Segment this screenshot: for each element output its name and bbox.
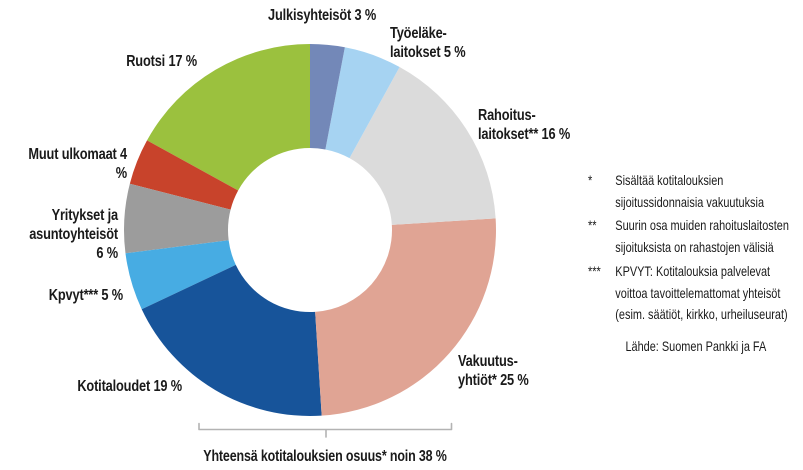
total-household-share-label: Yhteensä kotitalouksien osuus* noin 38 % xyxy=(203,448,447,465)
slice-label-vakuutusyhtiot: Vakuutus- yhtiöt* 25 % xyxy=(458,353,529,389)
footnote-3-marker: *** xyxy=(588,262,601,279)
slice-label-tyoelakelaitokset: Työeläke- laitokset 5 % xyxy=(390,25,466,61)
donut-slice-vakuutusyhti-t xyxy=(315,218,496,416)
footnote-2-text: Suurin osa muiden rahoituslaitosten sijo… xyxy=(615,217,789,256)
footnote-2: ** Suurin osa muiden rahoituslaitosten s… xyxy=(588,215,799,258)
slice-label-muut-ulkomaat: Muut ulkomaat 4 % xyxy=(28,146,128,182)
slice-label-kotitaloudet: Kotitaloudet 19 % xyxy=(77,378,182,395)
donut-slice-yritykset-ja-asuntoyhteis-t xyxy=(124,183,231,254)
source-label: Lähde: Suomen Pankki ja FA xyxy=(625,337,767,354)
slice-label-kpvyt: Kpvyt*** 5 % xyxy=(48,287,123,304)
slice-label-rahoituslaitokset: Rahoitus- laitokset** 16 % xyxy=(478,107,571,143)
donut-slice-rahoituslaitokset xyxy=(349,67,496,225)
donut-slice-kpvyt xyxy=(125,240,236,310)
donut-slice-kotitaloudet xyxy=(141,264,322,416)
footnote-3: *** KPVYT: Kotitalouksia palvelevat voit… xyxy=(588,261,799,326)
slice-label-yritykset: Yritykset ja asuntoyhteisöt 6 % xyxy=(29,207,119,262)
donut-slice-muut-ulkomaat xyxy=(129,140,239,210)
donut-slice-ty-el-kelaitokset xyxy=(325,47,400,159)
slice-label-julkisyhteisot: Julkisyhteisöt 3 % xyxy=(268,7,377,24)
footnote-3-text: KPVYT: Kotitalouksia palvelevat voittoa … xyxy=(615,262,788,323)
footnote-2-marker: ** xyxy=(588,217,597,234)
footnotes: * Sisältää kotitalouksien sijoitussidonn… xyxy=(588,170,799,358)
footnote-1: * Sisältää kotitalouksien sijoitussidonn… xyxy=(588,170,799,213)
footnote-1-text: Sisältää kotitalouksien sijoitussidonnai… xyxy=(615,172,765,210)
donut-slice-ruotsi xyxy=(147,44,310,191)
household-share-brace xyxy=(198,422,453,438)
slice-label-ruotsi: Ruotsi 17 % xyxy=(126,53,197,70)
donut-slice-julkisyhteis-t xyxy=(310,43,345,150)
footnote-1-marker: * xyxy=(588,172,593,188)
